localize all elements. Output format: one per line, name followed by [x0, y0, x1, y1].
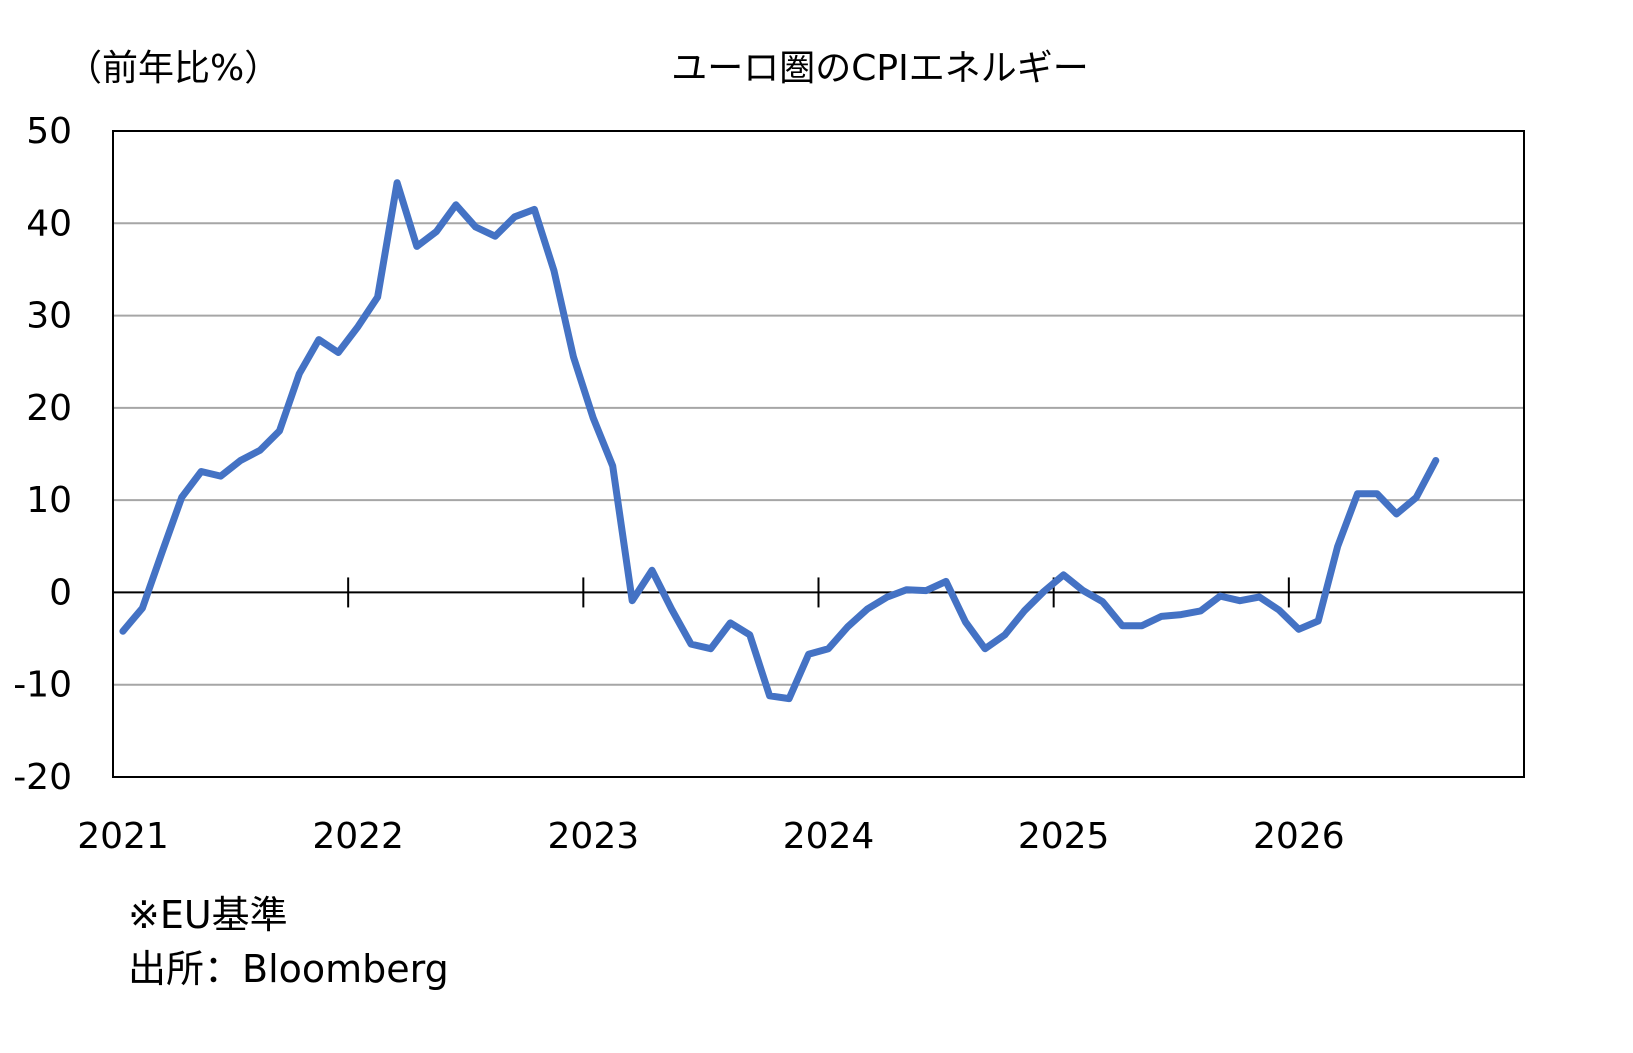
x-tick-label: 2023	[548, 816, 640, 857]
y-tick-label: 40	[26, 203, 72, 244]
plot-area-border	[112, 130, 1525, 778]
x-tick-label: 2026	[1253, 816, 1345, 857]
y-axis-tick-labels: 50 40 30 20 10 0 -10 -20	[13, 111, 72, 798]
x-tick-label: 2025	[1018, 816, 1110, 857]
x-tick-label: 2021	[77, 816, 169, 857]
y-tick-label: -10	[13, 665, 72, 706]
y-tick-label: 30	[26, 296, 72, 337]
series-line	[119, 179, 1440, 703]
y-tick-label: 0	[49, 572, 72, 613]
line-chart: （前年比%） ユーロ圏のCPIエネルギー 50 40 30 20 10 0 -10 -20 2…	[13, 48, 1525, 857]
chart-container: （前年比%） ユーロ圏のCPIエネルギー 50 40 30 20 10 0 -10 -20 2…	[13, 48, 1525, 991]
y-axis-unit-label: （前年比%）	[66, 48, 280, 89]
y-tick-label: 20	[26, 388, 72, 429]
y-tick-label: 10	[26, 480, 72, 521]
x-tick-label: 2022	[312, 816, 404, 857]
y-tick-label: -20	[13, 757, 72, 798]
footnote-source: 出所：Bloomberg	[128, 947, 449, 991]
series-layer	[119, 179, 1440, 703]
x-axis-tick-labels: 2021 2022 2023 2024 2025 2026	[77, 816, 1344, 857]
chart-title: ユーロ圏のCPIエネルギー	[671, 48, 1088, 89]
y-tick-label: 50	[26, 111, 72, 152]
gridlines	[113, 222, 1524, 686]
footnote-basis: ※EU基準	[128, 893, 288, 937]
x-tick-label: 2024	[783, 816, 875, 857]
